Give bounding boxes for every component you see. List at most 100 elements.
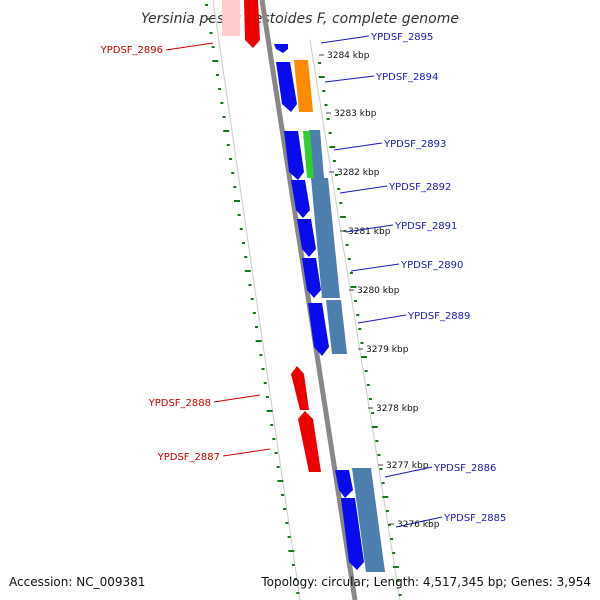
- gc-tick: [205, 4, 209, 6]
- kbp-ruler: 3284 kbp 3283 kbp 3282 kbp 3281 kbp 3280 kbp…: [319, 51, 440, 530]
- gene-label[interactable]: YPDSF_2892: [388, 182, 451, 193]
- gc-tick: [337, 188, 341, 190]
- gc-tick: [371, 412, 375, 414]
- label-leader-line: [339, 185, 388, 194]
- gene-arrow: [284, 131, 304, 180]
- accession-label: Accession: NC_009381: [9, 575, 145, 589]
- gc-tick: [250, 298, 254, 300]
- gc-tick: [382, 496, 389, 498]
- gc-tick: [207, 18, 211, 20]
- kbp-label: 3282 kbp: [337, 168, 380, 178]
- gene-label[interactable]: YPDSF_2891: [394, 221, 457, 232]
- gc-tick: [371, 426, 378, 428]
- gc-tick: [318, 76, 325, 78]
- gene-label[interactable]: YPDSF_2885: [443, 513, 506, 524]
- rna-feature-green: [303, 131, 314, 178]
- gc-tick: [276, 466, 280, 468]
- gene-label[interactable]: YPDSF_2890: [400, 260, 463, 271]
- gc-tick: [272, 438, 276, 440]
- gc-tick: [396, 580, 400, 582]
- gc-tick: [263, 382, 267, 384]
- kbp-label: 3284 kbp: [327, 51, 370, 61]
- cds-block-track: [309, 130, 385, 572]
- gc-tick: [277, 480, 284, 482]
- gc-tick: [379, 468, 383, 470]
- label-leader-line: [384, 466, 433, 478]
- inner-guide-line: [212, 0, 301, 600]
- gc-tick: [261, 368, 265, 370]
- gene-label[interactable]: YPDSF_2888: [148, 398, 211, 409]
- gc-tick: [354, 300, 358, 302]
- gene-arrow: [341, 498, 364, 570]
- gc-tick: [231, 172, 235, 174]
- kbp-label: 3279 kbp: [366, 345, 409, 355]
- gc-tick: [229, 158, 232, 160]
- gc-tick: [368, 398, 372, 400]
- cds-block: [311, 178, 340, 298]
- gene-label[interactable]: YPDSF_2895: [370, 32, 433, 43]
- gc-tick: [324, 104, 328, 106]
- gene-label[interactable]: YPDSF_2893: [383, 139, 446, 150]
- gc-tick: [216, 74, 219, 76]
- gc-tick: [360, 342, 364, 344]
- gene-arrow: [298, 411, 321, 472]
- gc-tick: [328, 132, 332, 134]
- gene-label[interactable]: YPDSF_2887: [157, 452, 220, 463]
- gc-tick: [335, 174, 338, 176]
- gc-tick: [392, 552, 396, 554]
- gc-tick: [239, 228, 243, 230]
- gc-tick: [255, 326, 258, 328]
- gc-tick: [222, 116, 226, 118]
- forward-gene-arrows: [274, 44, 364, 570]
- outer-guide-line: [309, 39, 401, 600]
- gc-tick: [347, 258, 351, 260]
- gc-tick: [358, 328, 362, 330]
- gene-label[interactable]: YPDSF_2896: [100, 45, 163, 56]
- label-leader-line: [345, 224, 394, 233]
- label-leader-line: [357, 314, 407, 324]
- gc-tick: [322, 90, 326, 92]
- gc-tick: [377, 454, 381, 456]
- gc-tick: [233, 186, 237, 188]
- gene-label[interactable]: YPDSF_2894: [375, 72, 438, 83]
- gc-tick: [266, 410, 273, 412]
- gc-tick: [220, 102, 224, 104]
- gc-tick: [339, 216, 346, 218]
- faded-features: [222, 0, 260, 48]
- gc-tick: [255, 340, 262, 342]
- label-leader-line: [324, 75, 375, 83]
- gc-tick: [212, 60, 219, 62]
- gc-tick: [329, 146, 336, 148]
- gc-tick: [356, 314, 360, 316]
- gc-tick: [218, 88, 222, 90]
- gc-tick: [349, 272, 353, 274]
- cds-block: [326, 300, 347, 354]
- genome-backbone: [259, 0, 358, 600]
- gc-tick: [366, 384, 370, 386]
- topology-summary: Topology: circular; Length: 4,517,345 bp…: [260, 575, 591, 589]
- genome-title: Yersinia pestis Pestoides F, complete ge…: [141, 11, 459, 27]
- label-leader-line: [395, 516, 443, 528]
- gc-tick: [345, 244, 349, 246]
- gc-tick: [259, 354, 263, 356]
- gene-arrow: [291, 366, 309, 410]
- gc-tick: [392, 566, 399, 568]
- gc-tick: [226, 144, 230, 146]
- gene-arrow: [308, 303, 329, 356]
- gc-tick: [381, 482, 385, 484]
- gc-tick: [234, 200, 240, 202]
- gene-arrow: [276, 62, 297, 112]
- gc-tick: [398, 594, 402, 596]
- gc-tick: [291, 564, 295, 566]
- reverse-gene-arrows: [291, 366, 321, 472]
- rna-feature-orange: [294, 60, 313, 112]
- gene-label[interactable]: YPDSF_2886: [433, 463, 496, 474]
- gene-label[interactable]: YPDSF_2889: [407, 311, 470, 322]
- gc-tick: [209, 32, 213, 34]
- gene-arrow: [291, 180, 310, 218]
- gc-tick: [350, 286, 357, 288]
- gene-arrow: [302, 258, 321, 298]
- gc-tick: [283, 508, 287, 510]
- cds-block: [352, 468, 385, 572]
